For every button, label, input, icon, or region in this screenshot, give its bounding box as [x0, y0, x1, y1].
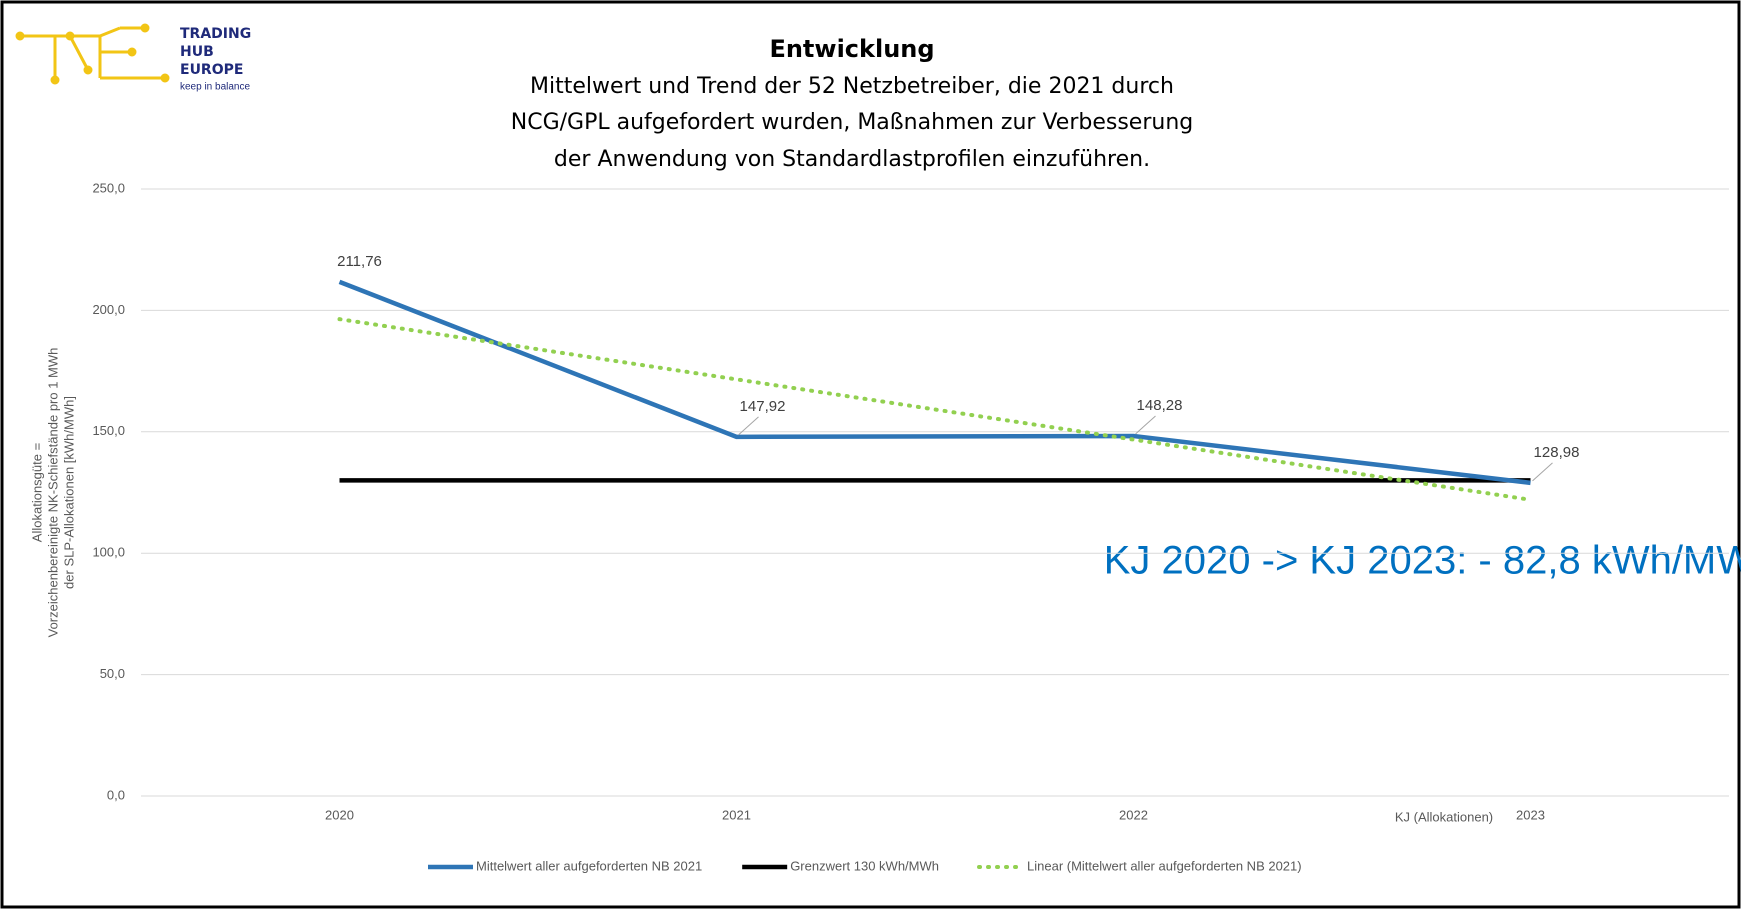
x-axis-title: KJ (Allokationen): [1395, 809, 1493, 824]
y-tick-label: 250,0: [92, 180, 125, 195]
legend-label: Linear (Mittelwert aller aufgeforderten …: [1027, 858, 1302, 873]
leader-line: [1532, 462, 1553, 482]
leader-line: [1135, 415, 1156, 435]
y-axis-title: Vorzeichenbereinigte NK-Schiefstände pro…: [45, 348, 60, 638]
logo-tagline: keep in balance: [180, 82, 250, 93]
logo-graphic: [15, 23, 170, 85]
x-tick-label: 2021: [722, 807, 751, 822]
logo-text: EUROPE: [180, 62, 243, 78]
data-label: 148,28: [1137, 397, 1183, 414]
y-tick-label: 200,0: [92, 302, 125, 317]
legend-label: Mittelwert aller aufgeforderten NB 2021: [476, 858, 702, 873]
y-tick-label: 100,0: [92, 545, 125, 560]
chart-subtitle: der Anwendung von Standardlastprofilen e…: [554, 147, 1150, 172]
logo-text: HUB: [180, 44, 214, 60]
data-label: 128,98: [1534, 444, 1580, 461]
series-line: [337, 317, 1533, 502]
x-tick-label: 2022: [1119, 807, 1148, 822]
x-tick-label: 2023: [1516, 807, 1545, 822]
legend-label: Grenzwert 130 kWh/MWh: [790, 858, 939, 873]
logo-text: TRADING: [180, 26, 251, 42]
y-tick-label: 50,0: [100, 666, 125, 681]
data-label: 147,92: [740, 398, 786, 415]
y-tick-label: 0,0: [107, 787, 125, 802]
chart-title: Entwicklung: [769, 35, 934, 63]
leader-line: [738, 416, 759, 436]
y-axis-title: Allokationsgüte =: [29, 443, 44, 542]
data-label: 211,76: [337, 253, 382, 270]
y-axis-title: der SLP-Allokationen [kWh/MWh]: [61, 396, 76, 589]
chart-subtitle: Mittelwert und Trend der 52 Netzbetreibe…: [530, 74, 1174, 99]
series-line: [338, 279, 1531, 486]
y-tick-label: 150,0: [92, 423, 125, 438]
annotation: KJ 2020 -> KJ 2023: - 82,8 kWh/MWh: [1104, 539, 1741, 583]
chart-subtitle: NCG/GPL aufgefordert wurden, Maßnahmen z…: [511, 110, 1193, 135]
x-tick-label: 2020: [325, 807, 354, 822]
